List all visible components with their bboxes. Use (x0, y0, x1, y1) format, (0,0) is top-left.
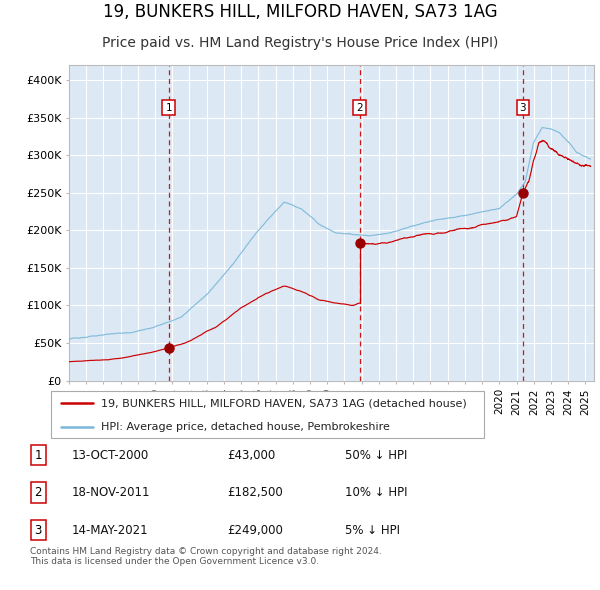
Text: £182,500: £182,500 (227, 486, 283, 499)
Text: 1: 1 (34, 448, 42, 461)
Text: Contains HM Land Registry data © Crown copyright and database right 2024.
This d: Contains HM Land Registry data © Crown c… (29, 547, 382, 566)
Text: 10% ↓ HPI: 10% ↓ HPI (346, 486, 408, 499)
Text: 1: 1 (166, 103, 172, 113)
Text: 3: 3 (520, 103, 526, 113)
Text: HPI: Average price, detached house, Pembrokeshire: HPI: Average price, detached house, Pemb… (101, 421, 389, 431)
Text: £249,000: £249,000 (227, 523, 283, 537)
Text: 19, BUNKERS HILL, MILFORD HAVEN, SA73 1AG: 19, BUNKERS HILL, MILFORD HAVEN, SA73 1A… (103, 3, 497, 21)
Text: 2: 2 (34, 486, 42, 499)
Text: 3: 3 (34, 523, 42, 537)
FancyBboxPatch shape (50, 391, 484, 438)
Text: 14-MAY-2021: 14-MAY-2021 (72, 523, 149, 537)
Text: £43,000: £43,000 (227, 448, 275, 461)
Text: 13-OCT-2000: 13-OCT-2000 (72, 448, 149, 461)
Text: 5% ↓ HPI: 5% ↓ HPI (346, 523, 400, 537)
Text: 18-NOV-2011: 18-NOV-2011 (72, 486, 151, 499)
Text: 50% ↓ HPI: 50% ↓ HPI (346, 448, 408, 461)
Text: Price paid vs. HM Land Registry's House Price Index (HPI): Price paid vs. HM Land Registry's House … (102, 36, 498, 50)
Text: 19, BUNKERS HILL, MILFORD HAVEN, SA73 1AG (detached house): 19, BUNKERS HILL, MILFORD HAVEN, SA73 1A… (101, 398, 467, 408)
Text: 2: 2 (356, 103, 363, 113)
